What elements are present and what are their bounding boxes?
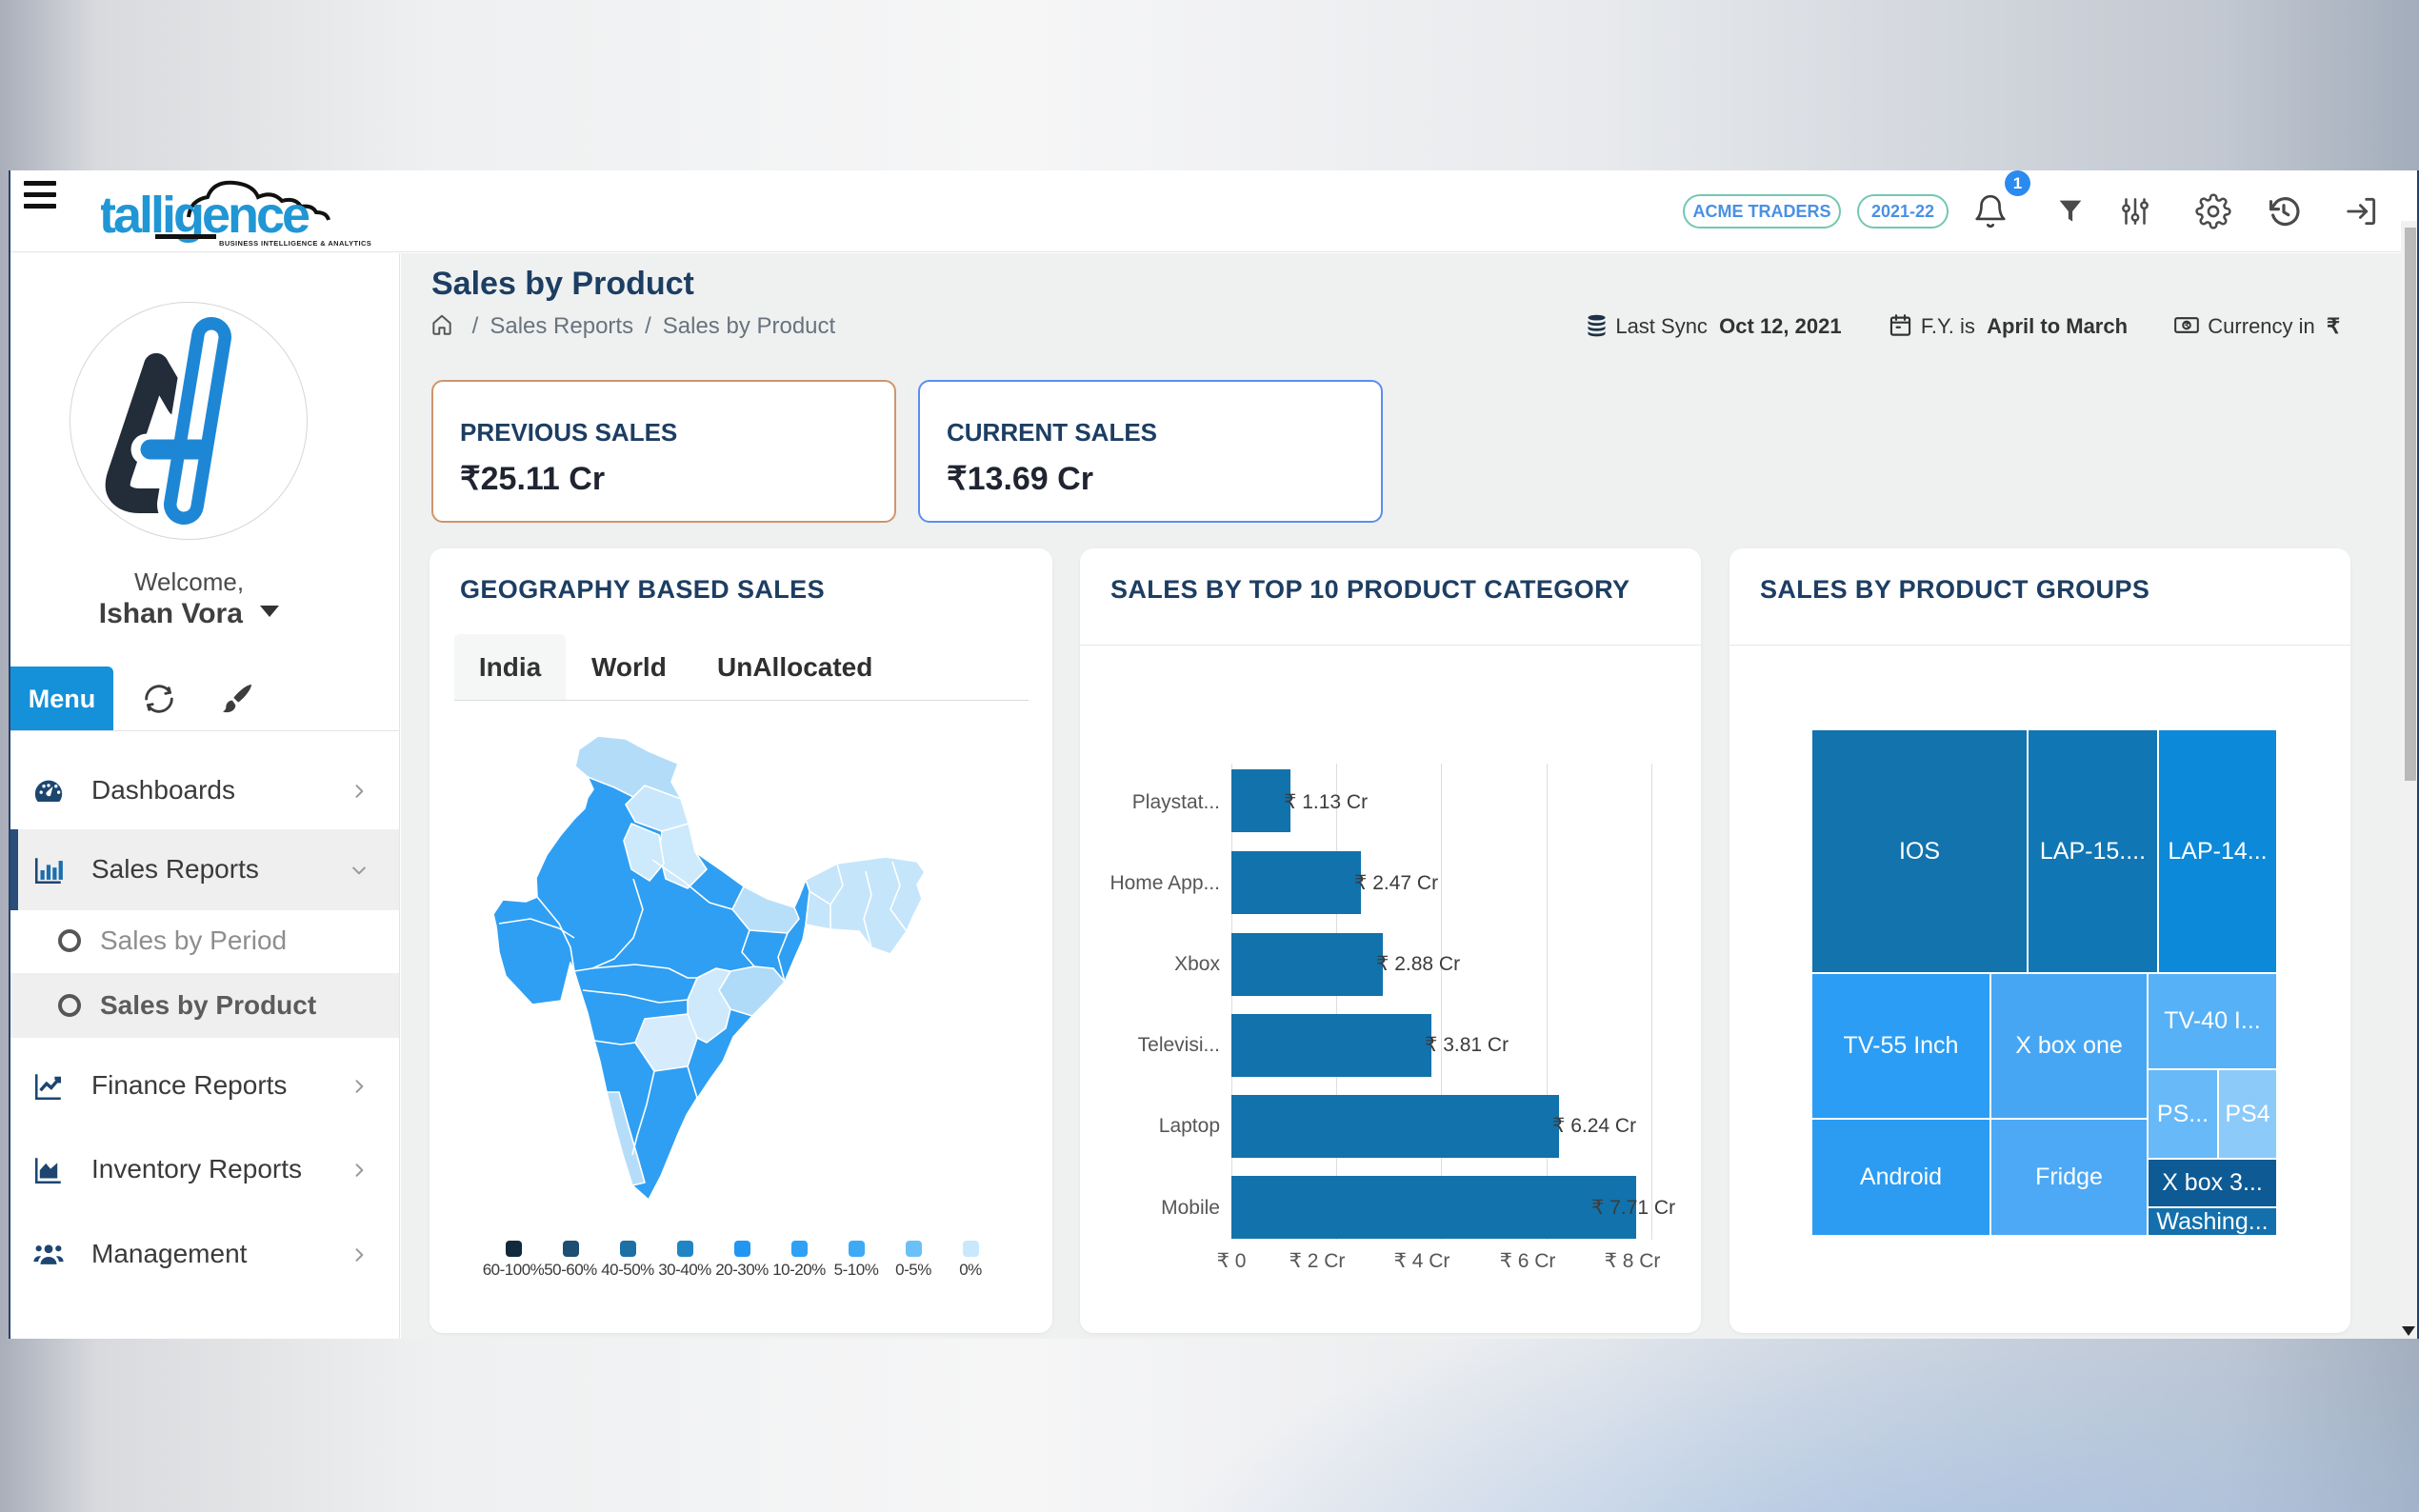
svg-text:BUSINESS INTELLIGENCE & ANALYT: BUSINESS INTELLIGENCE & ANALYTICS xyxy=(219,239,371,248)
svg-text:₹: ₹ xyxy=(2185,321,2190,330)
